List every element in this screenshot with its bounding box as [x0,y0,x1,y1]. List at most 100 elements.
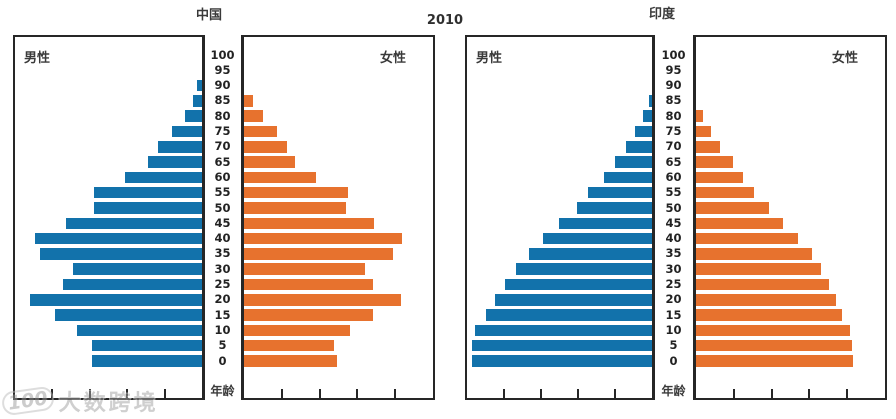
pyramid-bar [696,186,755,199]
axis-tick [614,389,616,398]
pyramid-bar [185,110,202,122]
axis-tick [280,389,283,398]
age-tick-label: 75 [665,124,682,138]
pyramid-bar [72,263,202,275]
pyramid-bar [76,324,202,337]
pyramid-bar [696,324,850,337]
axis-tick [356,389,359,398]
china-age-axis: 年龄 100 95 90 85 80 75 70 65 60 55 50 45 40 35 30 25 20 15… [204,35,241,400]
age-tick-label: 100 [210,47,235,62]
pyramid-bar [505,278,652,291]
pyramid-bar [148,156,202,168]
pyramid-bar [244,186,348,199]
age-tick-label: 80 [214,108,231,123]
axis-tick [503,389,505,398]
pyramid-bar [244,309,373,321]
age-tick-label: 90 [214,78,231,93]
pyramid-bar [244,125,277,138]
pyramid-bar [244,202,346,214]
pyramid-bar [244,232,402,245]
age-tick-label: 15 [214,307,231,322]
age-tick-label: 20 [214,292,231,307]
axis-tick [88,389,91,398]
pyramid-bar [244,278,373,291]
age-tick-label: 50 [214,200,231,215]
axis-tick [394,389,397,398]
pyramid-bar [92,355,202,367]
china-male-label: 男性 [24,51,51,66]
age-tick-label: 60 [665,169,682,184]
age-tick-label: 95 [665,62,682,77]
pyramid-bar [696,309,843,321]
age-tick-label: 20 [665,292,682,307]
age-tick-label: 10 [214,322,231,337]
pyramid-bar [485,309,652,321]
pyramid-bar [63,278,202,291]
age-tick-label: 40 [665,231,682,246]
pyramid-bar [244,141,287,153]
china-male-panel: 男性 [13,35,205,400]
pyramid-bar [244,156,296,168]
age-tick-label: 100 [661,47,686,62]
china-title: 中国 [195,8,222,23]
pyramid-bar [696,339,852,352]
axis-tick [163,389,166,398]
pyramid-bar [543,232,652,245]
pyramid-bar [528,248,652,260]
pyramid-bar [244,248,394,260]
axis-tick [318,389,321,398]
age-tick-label: 10 [665,322,682,337]
pyramid-bar [474,324,652,337]
pyramid-bar [495,294,652,306]
age-tick-label: 5 [218,338,227,353]
india-age-axis: 年龄 100 95 90 85 80 75 70 65 60 55 50 45 40 35 30 25 20 15… [654,35,693,400]
pyramid-bar [696,278,830,291]
india-male-label: 男性 [476,51,503,66]
pyramid-bar [696,110,703,122]
pyramid-bar [244,217,374,229]
pyramid-bar [55,309,202,321]
pyramid-bar [244,263,366,275]
age-tick-label: 80 [665,108,682,123]
pyramid-bar [696,202,770,214]
pyramid-bar [696,156,734,168]
pyramid-bar [643,110,652,122]
pyramid-bar [604,171,652,184]
pyramid-bar [696,232,799,245]
pyramid-bar [558,217,652,229]
age-tick-label: 60 [214,169,231,184]
age-tick-label: 30 [214,261,231,276]
axis-tick [770,389,773,398]
age-tick-label: 75 [214,124,231,138]
age-tick-label: 40 [214,231,231,246]
pyramid-bar [34,232,202,245]
age-tick-label: 35 [214,246,231,261]
india-title: 印度 [648,7,675,22]
age-tick-label: 30 [665,261,682,276]
pyramid-bar [471,355,652,367]
age-tick-label: 15 [665,307,682,322]
india-female-label: 女性 [831,51,858,66]
axis-tick [577,389,579,398]
pyramid-bar [516,263,652,275]
india-female-panel: 女性 [693,35,887,400]
axis-tick [540,389,542,398]
age-tick-label: 95 [214,62,231,77]
pyramid-bar [696,141,721,153]
pyramid-bar [244,110,264,122]
pyramid-bar [696,125,711,138]
pyramid-bar [244,171,316,184]
pyramid-bar [696,217,783,229]
pyramid-bar [649,95,652,107]
pyramid-bar [94,202,202,214]
age-tick-label: 35 [665,246,682,261]
china-female-label: 女性 [379,51,406,66]
pyramid-bar [124,171,202,184]
axis-tick [808,389,811,398]
age-tick-label: 70 [214,139,231,154]
age-tick-label: 85 [214,93,231,108]
age-tick-label: 85 [665,93,682,108]
pyramid-bar [614,156,652,168]
pyramid-bar [588,186,652,199]
age-tick-label: 65 [665,154,682,169]
